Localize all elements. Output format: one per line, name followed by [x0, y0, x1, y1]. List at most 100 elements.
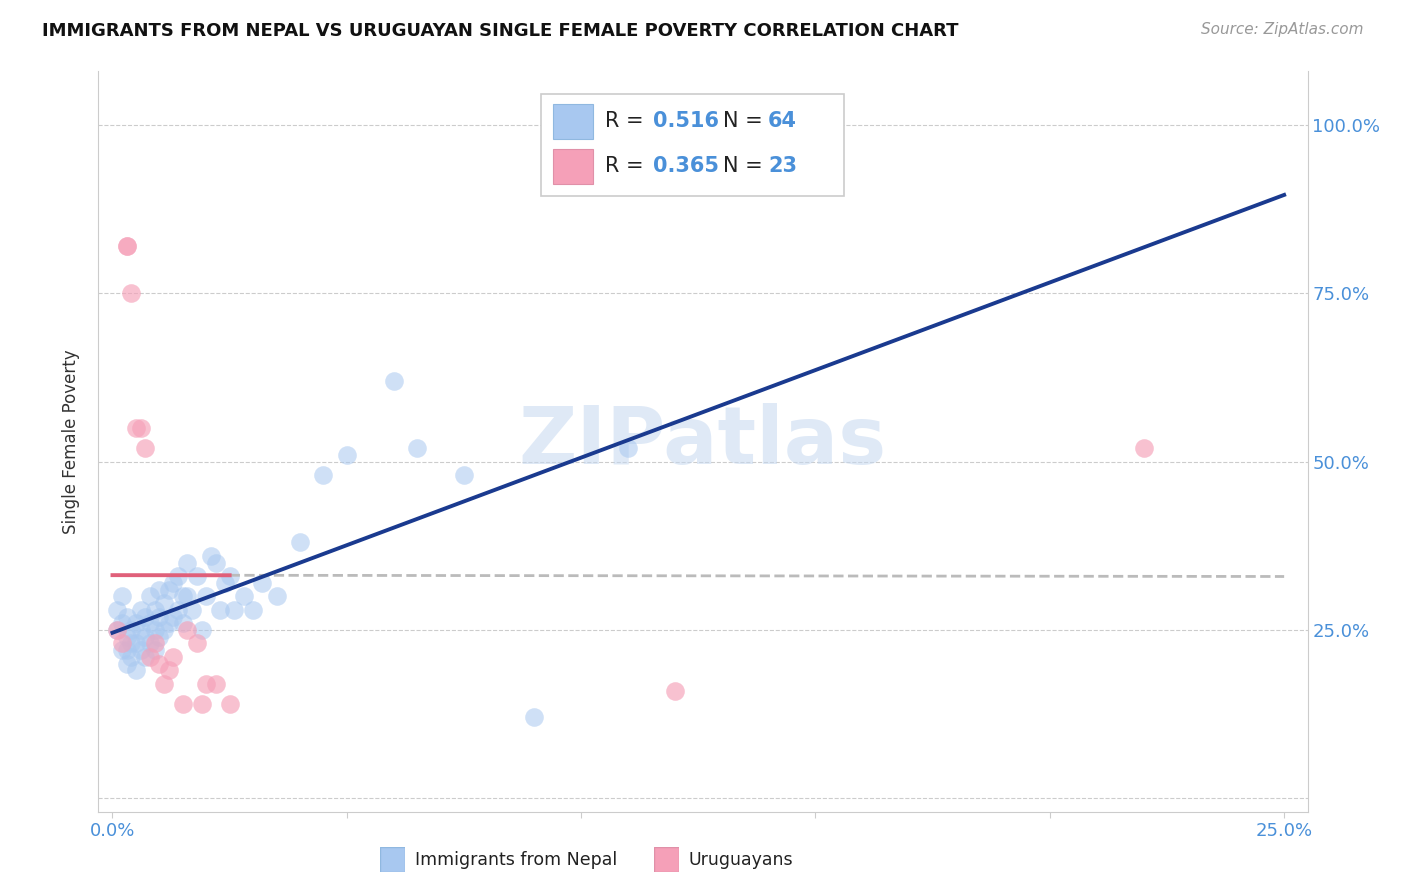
Point	[186, 636, 208, 650]
Point	[115, 657, 138, 671]
Point	[252, 575, 274, 590]
Point	[111, 643, 134, 657]
Point	[204, 556, 226, 570]
Point	[125, 664, 148, 678]
Point	[186, 569, 208, 583]
Text: 0.365: 0.365	[654, 156, 718, 177]
Point	[139, 636, 162, 650]
Point	[129, 421, 152, 435]
Point	[157, 664, 180, 678]
Point	[153, 596, 176, 610]
Text: 23: 23	[768, 156, 797, 177]
Point	[176, 623, 198, 637]
Point	[115, 643, 138, 657]
Text: R =: R =	[605, 112, 650, 131]
Point	[167, 569, 190, 583]
Text: 64: 64	[768, 112, 797, 131]
Point	[120, 623, 142, 637]
Point	[617, 442, 640, 456]
Text: ZIPatlas: ZIPatlas	[519, 402, 887, 481]
Point	[523, 710, 546, 724]
Point	[143, 603, 166, 617]
Text: Immigrants from Nepal: Immigrants from Nepal	[415, 851, 617, 869]
Point	[266, 590, 288, 604]
Point	[172, 616, 194, 631]
FancyBboxPatch shape	[654, 847, 679, 872]
Point	[111, 636, 134, 650]
Point	[125, 636, 148, 650]
Point	[162, 649, 184, 664]
Text: N =: N =	[723, 112, 769, 131]
Point	[148, 657, 170, 671]
Point	[134, 649, 156, 664]
Point	[153, 677, 176, 691]
Point	[143, 623, 166, 637]
Point	[406, 442, 429, 456]
Point	[157, 582, 180, 597]
Point	[105, 623, 128, 637]
Text: R =: R =	[605, 156, 650, 177]
FancyBboxPatch shape	[380, 847, 405, 872]
Point	[148, 582, 170, 597]
Point	[664, 683, 686, 698]
FancyBboxPatch shape	[541, 94, 844, 196]
Point	[209, 603, 232, 617]
Point	[1132, 442, 1154, 456]
Point	[129, 603, 152, 617]
Point	[129, 643, 152, 657]
Point	[111, 616, 134, 631]
Point	[172, 697, 194, 711]
Point	[224, 603, 246, 617]
Point	[115, 239, 138, 253]
Point	[453, 468, 475, 483]
Point	[105, 623, 128, 637]
Point	[176, 590, 198, 604]
Point	[134, 442, 156, 456]
Point	[200, 549, 222, 563]
Point	[288, 535, 311, 549]
Point	[195, 677, 218, 691]
Point	[232, 590, 254, 604]
Point	[120, 636, 142, 650]
Y-axis label: Single Female Poverty: Single Female Poverty	[62, 350, 80, 533]
Point	[125, 616, 148, 631]
Point	[143, 643, 166, 657]
Point	[115, 630, 138, 644]
FancyBboxPatch shape	[554, 149, 593, 184]
Point	[115, 239, 138, 253]
Point	[382, 374, 405, 388]
Point	[195, 590, 218, 604]
Point	[143, 636, 166, 650]
Point	[214, 575, 236, 590]
Point	[120, 649, 142, 664]
Point	[162, 609, 184, 624]
Point	[105, 603, 128, 617]
Point	[111, 590, 134, 604]
Point	[134, 609, 156, 624]
Point	[139, 616, 162, 631]
Point	[190, 623, 212, 637]
Point	[139, 590, 162, 604]
Text: Source: ZipAtlas.com: Source: ZipAtlas.com	[1201, 22, 1364, 37]
Point	[181, 603, 204, 617]
Point	[148, 630, 170, 644]
Text: N =: N =	[723, 156, 769, 177]
Point	[129, 623, 152, 637]
Point	[153, 623, 176, 637]
Point	[172, 590, 194, 604]
Point	[218, 569, 240, 583]
Point	[139, 649, 162, 664]
FancyBboxPatch shape	[554, 104, 593, 139]
Point	[167, 603, 190, 617]
Point	[204, 677, 226, 691]
Point	[115, 609, 138, 624]
Text: 0.516: 0.516	[654, 112, 718, 131]
Point	[125, 421, 148, 435]
Point	[134, 630, 156, 644]
Point	[148, 609, 170, 624]
Point	[190, 697, 212, 711]
Point	[242, 603, 264, 617]
Point	[120, 286, 142, 301]
Point	[336, 448, 359, 462]
Point	[157, 616, 180, 631]
